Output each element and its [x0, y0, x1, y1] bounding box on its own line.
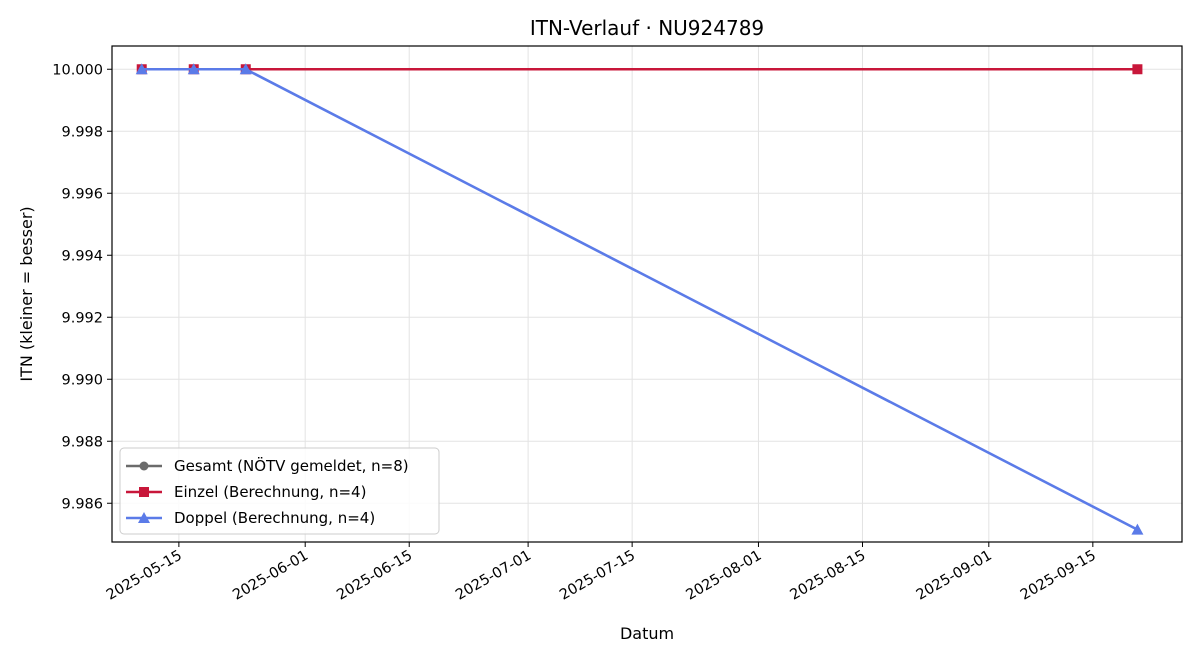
y-tick-label: 9.998 [61, 124, 103, 140]
x-tick-label: 2025-06-01 [230, 548, 311, 604]
chart-title: ITN-Verlauf · NU924789 [530, 16, 764, 40]
y-tick-label: 9.994 [61, 248, 103, 264]
series-point [135, 63, 148, 75]
plot-frame [111, 45, 1183, 543]
y-axis-label: ITN (kleiner = besser) [17, 206, 36, 381]
series-point [1132, 64, 1143, 75]
y-tick-label: 9.986 [61, 496, 103, 512]
x-tick-label: 2025-09-15 [1018, 548, 1099, 604]
legend-box [119, 447, 440, 535]
legend-swatch-marker [139, 487, 149, 497]
y-axis-ticks: 9.986 9.988 9.990 9.992 9.994 9.996 9.998 10.00… [52, 62, 112, 512]
legend: Gesamt (NÖTV gemeldet, n=8) Einzel (Berec… [119, 447, 440, 535]
x-tick-label: 2025-07-15 [557, 548, 638, 604]
series-point [1131, 523, 1144, 535]
plot-series [135, 63, 1144, 535]
x-tick-label: 2025-09-01 [914, 548, 995, 604]
series-2 [136, 64, 1143, 75]
x-axis-label: Datum [620, 624, 674, 643]
y-tick-label: 9.990 [61, 372, 103, 388]
series-point [187, 63, 200, 75]
legend-swatch-marker [138, 512, 150, 523]
series-3 [135, 63, 1144, 535]
x-axis-ticks: 2025-05-15 2025-06-01 2025-06-15 2025-07-01… [104, 542, 1099, 604]
y-tick-label: 10.000 [52, 62, 103, 78]
y-tick-label: 9.992 [61, 310, 103, 326]
x-tick-label: 2025-08-15 [787, 548, 868, 604]
x-tick-label: 2025-07-01 [453, 548, 534, 604]
x-tick-label: 2025-08-01 [683, 548, 764, 604]
y-tick-label: 9.996 [61, 186, 103, 202]
legend-entry-label: Einzel (Berechnung, n=4) [174, 483, 366, 501]
x-tick-label: 2025-05-15 [104, 548, 185, 604]
legend-swatch-marker [139, 461, 149, 471]
legend-entry-label: Gesamt (NÖTV gemeldet, n=8) [174, 456, 409, 475]
y-tick-label: 9.988 [61, 434, 103, 450]
x-tick-label: 2025-06-15 [334, 548, 415, 604]
series-point [239, 63, 252, 75]
series-line [141, 67, 1139, 531]
legend-entry-label: Doppel (Berechnung, n=4) [174, 509, 375, 527]
